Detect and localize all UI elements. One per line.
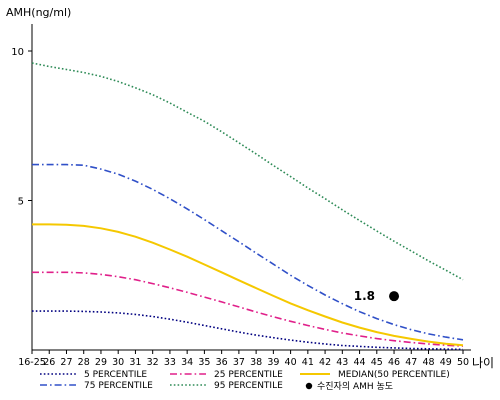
y-tick-label: 10 <box>11 47 24 58</box>
x-tick-label: 46 <box>388 357 400 368</box>
patient-marker-label: 1.8 <box>354 289 375 303</box>
legend-label-2: MEDIAN(50 PERCENTILE) <box>338 370 450 380</box>
x-tick-label: 34 <box>181 357 193 368</box>
x-tick-label: 42 <box>319 357 331 368</box>
x-tick-label: 38 <box>250 357 262 368</box>
x-tick-label: 44 <box>354 357 366 368</box>
series-line-1 <box>32 271 464 347</box>
x-tick-label: 39 <box>267 357 279 368</box>
x-tick-label: 45 <box>371 357 383 368</box>
series-line-0 <box>32 310 464 351</box>
x-tick-label: 31 <box>129 357 141 368</box>
x-tick-label: 16-25 <box>18 357 46 368</box>
x-tick-label: 26 <box>43 357 55 368</box>
x-tick-label: 29 <box>95 357 107 368</box>
legend-label-3: 75 PERCENTILE <box>84 381 153 391</box>
x-tick-label: 36 <box>216 357 228 368</box>
patient-marker: 1.8 <box>354 289 400 303</box>
series-lines <box>31 62 464 351</box>
series-line-2 <box>32 223 464 347</box>
x-axis-label: 나이 <box>472 356 494 370</box>
x-tick-label: 50 <box>457 357 469 368</box>
y-tick-label: 5 <box>18 197 24 208</box>
legend-marker-label: 수진자의 AMH 농도 <box>317 381 393 392</box>
x-tick-label: 28 <box>78 357 90 368</box>
x-tick-label: 32 <box>147 357 159 368</box>
x-tick-label: 43 <box>336 357 348 368</box>
patient-marker-point <box>389 291 400 302</box>
legend-label-0: 5 PERCENTILE <box>84 370 147 380</box>
legend-label-1: 25 PERCENTILE <box>214 370 283 380</box>
x-tick-label: 37 <box>233 357 245 368</box>
x-tick-label: 40 <box>285 357 297 368</box>
x-tick-label: 27 <box>60 357 72 368</box>
x-tick-label: 49 <box>440 357 452 368</box>
legend-marker-swatch <box>305 382 313 390</box>
legend: 5 PERCENTILE 25 PERCENTILE MEDIAN(50 PERCE… <box>40 370 450 392</box>
x-tick-label: 30 <box>112 357 124 368</box>
x-tick-label: 41 <box>302 357 314 368</box>
x-tick-label: 35 <box>198 357 210 368</box>
x-tick-label: 33 <box>164 357 176 368</box>
x-tick-label: 48 <box>422 357 434 368</box>
series-line-4 <box>31 62 464 281</box>
axes <box>28 24 471 354</box>
x-tick-label: 47 <box>405 357 417 368</box>
series-line-3 <box>32 163 464 341</box>
legend-label-4: 95 PERCENTILE <box>214 381 283 391</box>
y-axis-label: AMH(ng/ml) <box>6 6 71 19</box>
